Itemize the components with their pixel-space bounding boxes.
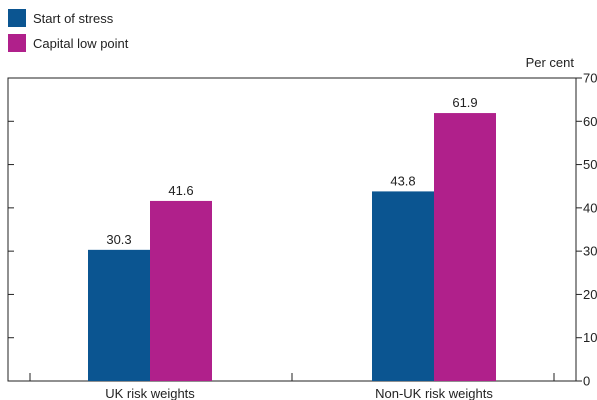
legend-item: Capital low point (8, 32, 128, 54)
y-tick-label: 40 (583, 200, 597, 215)
legend-swatch (8, 9, 26, 27)
bar-data-label: 41.6 (168, 183, 193, 198)
chart-legend: Start of stress Capital low point (8, 7, 128, 57)
bar (434, 113, 496, 381)
y-tick-label: 60 (583, 114, 597, 129)
legend-label: Capital low point (33, 35, 129, 51)
bar (88, 249, 150, 381)
y-tick-label: 50 (583, 157, 597, 172)
legend-label: Start of stress (33, 10, 114, 26)
bar-data-label: 30.3 (106, 232, 131, 247)
y-axis-unit-label: Per cent (526, 55, 575, 70)
bar-data-label: 43.8 (390, 173, 415, 188)
legend-item: Start of stress (8, 7, 128, 29)
x-category-label: Non-UK risk weights (375, 386, 493, 400)
bar-data-label: 61.9 (452, 95, 477, 110)
x-category-label: UK risk weights (105, 386, 195, 400)
y-tick-label: 70 (583, 71, 597, 86)
bar (372, 191, 434, 381)
y-tick-label: 10 (583, 330, 597, 345)
legend-swatch (8, 34, 26, 52)
y-tick-label: 30 (583, 244, 597, 259)
y-tick-label: 20 (583, 287, 597, 302)
y-tick-label: 0 (583, 374, 590, 389)
bar (150, 200, 212, 381)
